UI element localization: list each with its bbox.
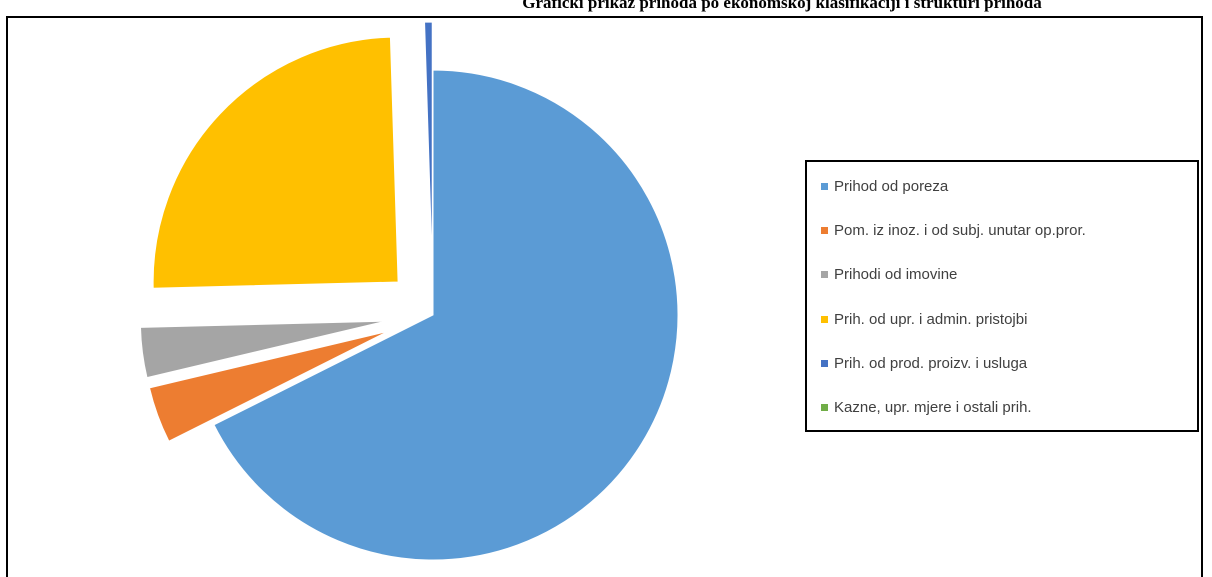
legend-label: Prihodi od imovine <box>834 265 958 283</box>
legend-item-kazne: Kazne, upr. mjere i ostali prih. <box>821 396 1032 418</box>
legend-swatch <box>821 270 828 278</box>
legend-item-prodaja: Prih. od prod. proizv. i usluga <box>821 352 1027 374</box>
legend-swatch <box>821 403 828 411</box>
pie-slice-prih-od-upr-i-admin-pristojbi <box>152 36 399 289</box>
legend-swatch <box>821 226 828 234</box>
legend-label: Kazne, upr. mjere i ostali prih. <box>834 398 1032 416</box>
legend-label: Pom. iz inoz. i od subj. unutar op.pror. <box>834 221 1086 239</box>
legend-swatch <box>821 359 828 367</box>
legend-item-pristojbi: Prih. od upr. i admin. pristojbi <box>821 308 1027 330</box>
legend-swatch <box>821 182 828 190</box>
pie-slice-pom-iz-inoz-i-od-subj-unutar-op-pror <box>148 330 389 442</box>
pie-slice-prihod-od-poreza <box>213 69 679 561</box>
legend-label: Prih. od prod. proizv. i usluga <box>834 354 1028 372</box>
legend-swatch <box>821 315 828 323</box>
legend-item-prihodi-od-imovine: Prihodi od imovine <box>821 263 957 285</box>
legend-item-pomoci: Pom. iz inoz. i od subj. unutar op.pror. <box>821 219 1086 241</box>
legend-label: Prih. od upr. i admin. pristojbi <box>834 310 1028 328</box>
legend-label: Prihod od poreza <box>834 177 949 195</box>
pie-slice-prih-od-prod-proizv-i-usluga <box>424 21 433 268</box>
pie-slice-prihodi-od-imovine <box>139 320 386 379</box>
chart-title: Grafički prikaz prihoda po ekonomskoj kl… <box>522 0 1042 12</box>
chart-legend: Prihod od poreza Pom. iz inoz. i od subj… <box>805 160 1199 432</box>
legend-item-prihod-od-poreza: Prihod od poreza <box>821 175 948 197</box>
